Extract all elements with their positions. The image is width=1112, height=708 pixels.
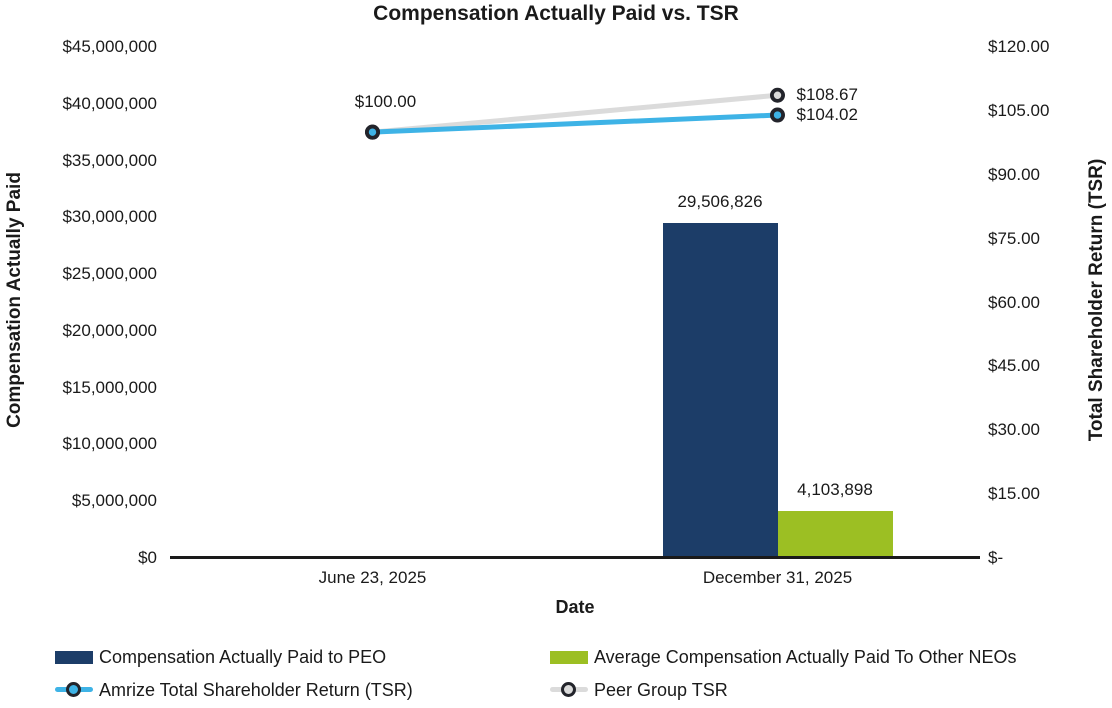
left-axis-tick-label: $40,000,000 xyxy=(62,93,157,113)
right-axis-tick-label: $120.00 xyxy=(988,37,1050,56)
tsr-marker-amrize xyxy=(364,124,380,140)
bar-data-label: 29,506,826 xyxy=(677,191,763,211)
legend-marker-icon xyxy=(66,682,81,697)
legend-label: Peer Group TSR xyxy=(594,679,728,700)
x-axis-tick-label: December 31, 2025 xyxy=(702,568,853,587)
bar-other-neos xyxy=(777,511,893,558)
left-axis-tick-label: $0 xyxy=(138,548,157,567)
line-data-label: $108.67 xyxy=(796,85,858,105)
left-axis-tick-label: $20,000,000 xyxy=(62,320,157,340)
right-axis-tick-label: $45.00 xyxy=(988,356,1040,376)
legend-label: Compensation Actually Paid to PEO xyxy=(99,646,387,667)
left-axis-tick-label: $15,000,000 xyxy=(62,377,157,397)
left-axis-tick-label: $30,000,000 xyxy=(62,207,157,227)
left-axis-tick-label: $10,000,000 xyxy=(62,434,157,454)
legend-swatch-bar xyxy=(55,650,93,664)
left-axis-tick-label: $25,000,000 xyxy=(62,264,157,284)
right-axis-tick-label: $105.00 xyxy=(988,100,1050,120)
legend-item: Peer Group TSR xyxy=(550,679,728,701)
x-axis-line xyxy=(170,556,980,559)
right-axis-tick-label: $30.00 xyxy=(988,420,1040,440)
legend-item: Amrize Total Shareholder Return (TSR) xyxy=(55,679,413,701)
line-data-label: $100.00 xyxy=(354,92,417,112)
legend-swatch-line-marker xyxy=(55,679,93,701)
left-axis-tick-label: $45,000,000 xyxy=(62,37,157,56)
tsr-line-amrize xyxy=(372,112,778,135)
right-axis-tick-label: $- xyxy=(988,548,1004,567)
chart-title: Compensation Actually Paid vs. TSR xyxy=(373,2,739,25)
tsr-line-peer-group xyxy=(372,92,778,135)
legend-label: Amrize Total Shareholder Return (TSR) xyxy=(99,679,413,700)
right-axis-tick-label: $90.00 xyxy=(988,164,1040,184)
right-axis-tick-label: $15.00 xyxy=(988,484,1040,504)
tsr-marker-amrize xyxy=(770,107,786,123)
legend-item: Average Compensation Actually Paid To Ot… xyxy=(550,646,1017,668)
tsr-marker-peer-group xyxy=(770,87,786,103)
legend-swatch-bar xyxy=(550,650,588,664)
bar-peo xyxy=(662,222,778,558)
line-data-label: $104.02 xyxy=(796,105,858,125)
right-axis-tick-label: $75.00 xyxy=(988,228,1040,248)
legend-item: Compensation Actually Paid to PEO xyxy=(55,646,386,668)
left-axis-tick-label: $35,000,000 xyxy=(62,150,157,170)
x-axis-title: Date xyxy=(555,597,595,617)
legend-marker-icon xyxy=(561,682,576,697)
bar-data-label: 4,103,898 xyxy=(797,480,873,500)
legend-swatch-line-marker xyxy=(550,679,588,701)
right-axis-tick-label: $60.00 xyxy=(988,292,1040,312)
left-axis-tick-label: $5,000,000 xyxy=(71,491,157,511)
x-axis-tick-label: June 23, 2025 xyxy=(318,568,427,587)
legend-label: Average Compensation Actually Paid To Ot… xyxy=(594,646,1017,667)
